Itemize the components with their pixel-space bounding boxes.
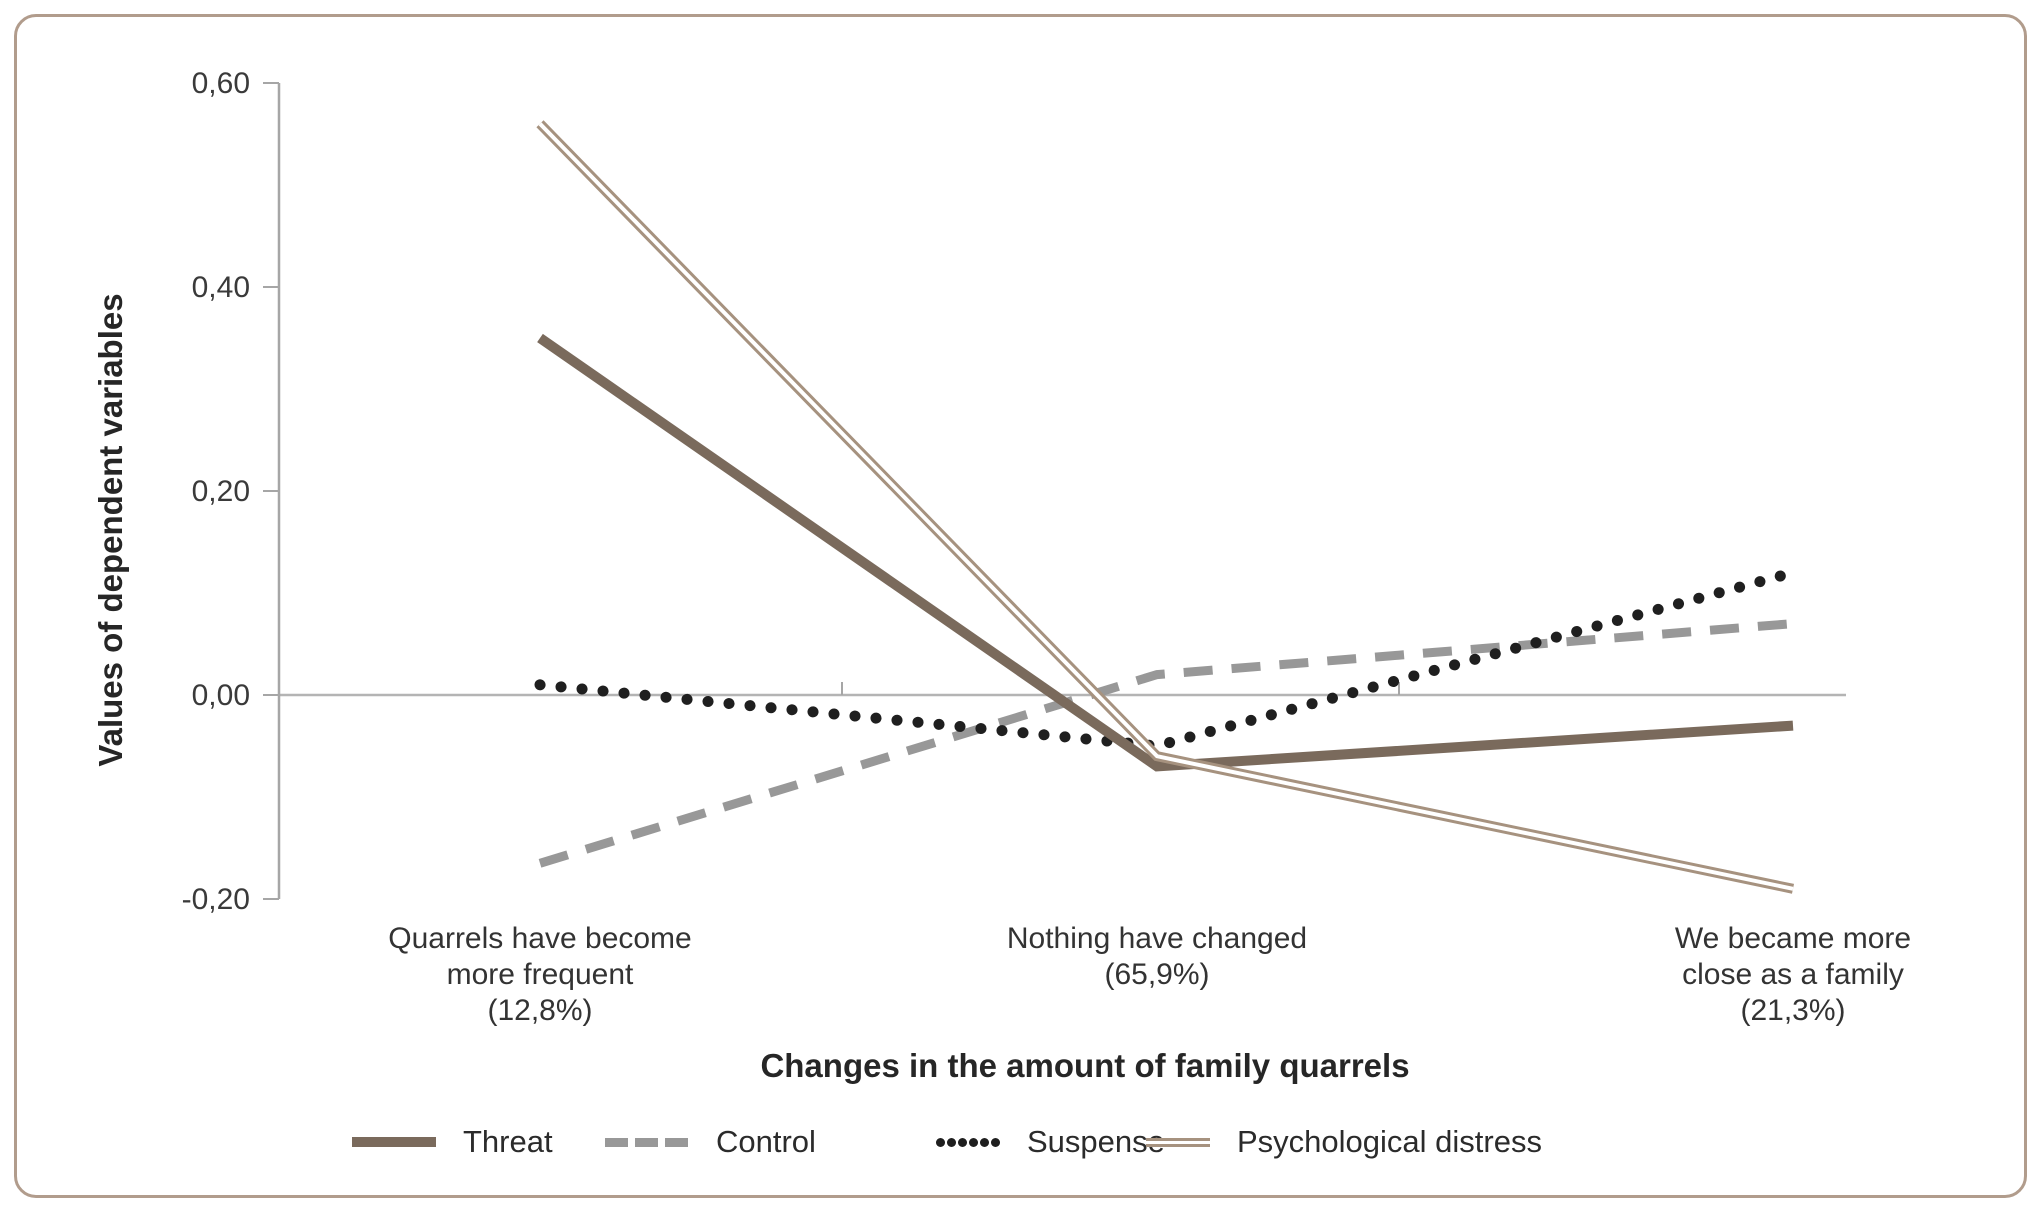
axis-tick-labels: 0,60 0,40 0,20 0,00 -0,20 Quarrels have becom…	[182, 67, 1912, 1027]
series-line-psychological-distress-core	[538, 122, 1794, 891]
x-category-label-line: Quarrels have become	[388, 922, 692, 955]
x-category-label: Nothing have changed (65,9%)	[1007, 922, 1307, 991]
x-category-label-line: We became more	[1675, 922, 1911, 955]
x-category-label: Quarrels have become more frequent (12,8%)	[388, 922, 692, 1027]
series-lines	[534, 120, 1799, 894]
y-tick-label: -0,20	[182, 883, 250, 916]
x-axis-title: Changes in the amount of family quarrels	[760, 1047, 1409, 1084]
series-line-suspense	[534, 567, 1799, 752]
y-tick-label: 0,00	[192, 679, 250, 712]
x-category-label-line: (65,9%)	[1104, 958, 1209, 991]
x-category-label-line: (12,8%)	[487, 994, 592, 1027]
x-category-label-line: (21,3%)	[1740, 994, 1845, 1027]
y-tick-label: 0,60	[192, 67, 250, 100]
y-tick-label: 0,40	[192, 271, 250, 304]
axes	[263, 82, 1846, 900]
x-category-label: We became more close as a family (21,3%)	[1675, 922, 1911, 1027]
x-category-label-line: Nothing have changed	[1007, 922, 1307, 955]
x-category-label-line: more frequent	[447, 958, 634, 991]
y-axis-title: Values of dependent variables	[92, 293, 129, 766]
series-line-control	[538, 619, 1794, 868]
series-line-threat	[537, 333, 1794, 772]
x-category-label-line: close as a family	[1682, 958, 1904, 991]
series-line-psychological-distress	[536, 120, 1795, 894]
y-tick-label: 0,20	[192, 475, 250, 508]
